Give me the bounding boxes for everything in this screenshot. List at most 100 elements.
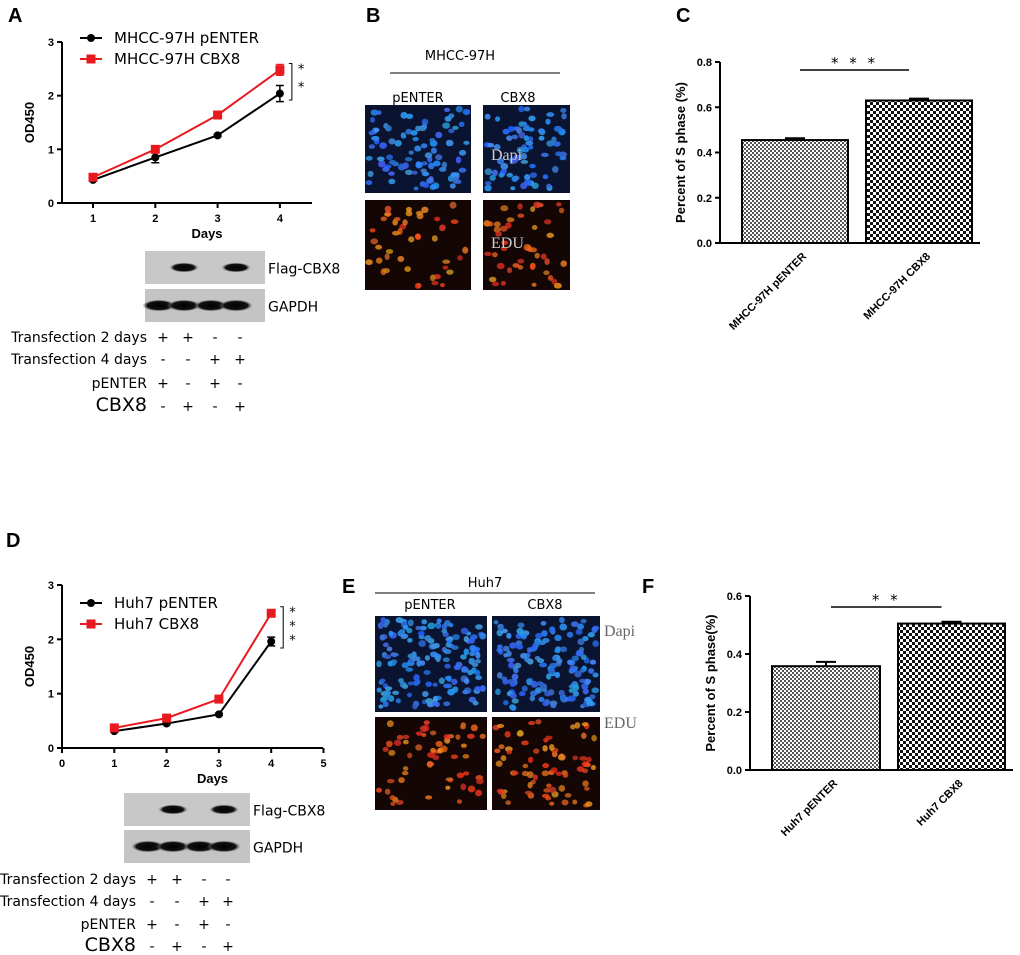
cell-nucleus [548,689,555,696]
condition-label: pENTER [81,917,137,933]
data-point [151,153,160,162]
cell-nucleus [560,260,567,267]
cell-nucleus [557,658,563,664]
cell-nucleus [442,122,450,129]
data-point [88,172,98,182]
cell-nucleus [558,785,566,792]
error-bar [941,620,962,624]
chart-F: 0.0 0.2 0.4 0.6 Percent of S phase(%) Huh7 pE… [703,591,1013,839]
cell-nucleus [518,121,525,127]
cell-nucleus [421,161,428,166]
cell-nucleus [462,246,469,254]
significance-label: * * * [289,606,296,649]
condition-sign: - [201,939,206,955]
cell-nucleus [412,136,419,142]
cell-nucleus [386,646,393,652]
protein-band [219,299,253,312]
panel-label-b: B [366,5,380,27]
cell-nucleus [561,799,569,806]
condition-sign: - [174,917,179,933]
cell-nucleus [493,226,501,233]
cell-nucleus [475,659,481,664]
y-tick-label: 0.0 [727,765,742,777]
cell-nucleus [539,662,547,668]
cell-nucleus [430,651,438,658]
cell-nucleus [574,670,582,678]
cell-nucleus [388,159,397,165]
cell-nucleus [376,156,385,162]
y-tick-label: 0 [48,198,54,210]
cell-nucleus [385,740,393,748]
cell-nucleus [541,793,550,799]
cell-nucleus [475,624,483,630]
e-row-dapi: Dapi [604,623,636,640]
cell-nucleus [380,617,387,624]
cell-nucleus [414,233,421,240]
cell-nucleus [547,667,556,675]
cell-nucleus [471,662,479,668]
cell-nucleus [417,630,425,636]
cell-nucleus [484,184,492,192]
cell-nucleus [559,616,565,624]
panel-label-d: D [6,530,20,552]
cell-nucleus [511,134,518,140]
cell-nucleus [500,163,509,170]
cell-nucleus [517,213,525,218]
condition-sign: + [182,330,194,346]
cell-nucleus [368,130,375,136]
data-point [213,110,223,120]
cell-nucleus [546,112,555,118]
cell-nucleus [491,281,500,287]
cell-nucleus [433,160,441,167]
cell-nucleus [527,136,534,142]
cell-nucleus [502,645,510,652]
cell-nucleus [402,766,409,771]
cell-nucleus [376,687,382,693]
x-tick-label: 1 [90,213,96,225]
error-bar [909,97,929,101]
cell-nucleus [452,179,459,184]
cell-nucleus [378,704,384,709]
cell-nucleus [552,166,559,173]
cell-nucleus [390,801,396,806]
cell-nucleus [524,790,533,795]
cell-nucleus [516,627,524,635]
cell-nucleus [430,747,436,754]
cell-nucleus [435,655,441,663]
cell-nucleus [430,147,437,154]
cell-nucleus [546,183,552,188]
cell-nucleus [408,236,415,243]
protein-band [169,262,199,273]
cell-nucleus [500,755,507,762]
cell-nucleus [455,734,461,740]
cell-nucleus [463,140,470,145]
cell-nucleus [475,789,483,797]
cell-nucleus [584,679,591,686]
cell-nucleus [579,756,588,761]
cell-nucleus [588,668,595,674]
cell-nucleus [505,800,511,805]
cell-nucleus [479,685,486,692]
cell-nucleus [425,795,433,800]
cell-nucleus [551,136,557,143]
y-tick-label: 0.6 [697,102,712,114]
cell-nucleus [517,203,523,210]
cell-nucleus [511,673,519,681]
cell-nucleus [517,729,524,737]
dapi-micrograph [375,616,487,712]
data-point [275,89,284,98]
cell-nucleus [552,141,561,147]
cell-nucleus [535,632,543,639]
cell-nucleus [384,253,390,260]
cell-nucleus [520,652,528,659]
cell-nucleus [380,216,387,222]
cell-nucleus [370,116,376,123]
protein-band [156,840,190,853]
cell-nucleus [419,725,428,733]
cell-nucleus [528,145,534,150]
cell-nucleus [388,171,395,176]
y-tick-label: 0.2 [727,707,742,719]
x-category-label: Huh7 CBX8 [915,778,966,829]
cell-nucleus [555,151,563,157]
cell-nucleus [414,145,422,152]
